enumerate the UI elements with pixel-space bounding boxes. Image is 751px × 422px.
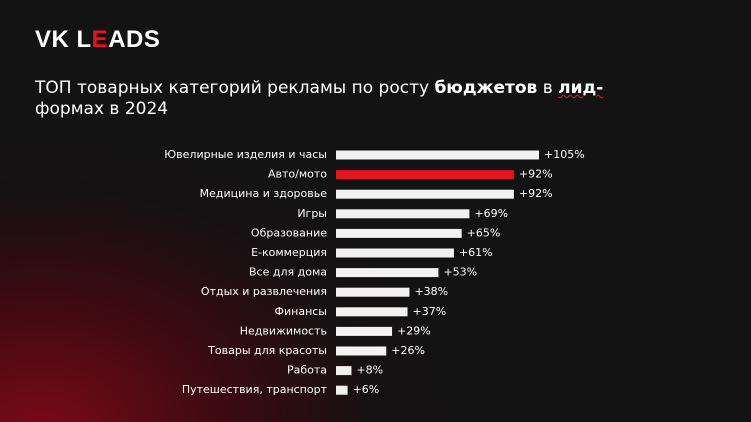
bar [336,170,514,180]
logo-part: E [91,26,109,53]
category-label: Медицина и здоровье [200,187,328,200]
value-label: +69% [474,207,508,220]
bar [336,307,408,317]
category-label: E-коммерция [251,246,327,259]
category-label: Финансы [275,305,327,318]
value-label: +61% [459,246,493,259]
bar [336,189,514,199]
category-label: Товары для красоты [207,344,327,357]
title-part: бюджетов [434,78,538,98]
title-part: ТОП товарных категорий рекламы по росту [35,78,435,98]
bar [336,209,470,219]
value-label: +92% [519,187,553,200]
logo: VK LEADS [35,26,160,54]
value-label: +53% [443,266,477,279]
bar [336,326,393,336]
title-part: лид- [558,78,604,98]
logo-part: VK L [35,26,92,53]
bar [336,228,462,238]
category-label: Отдых и развлечения [201,285,327,298]
category-label: Путешествия, транспорт [182,383,328,396]
logo-part: ADS [108,26,161,53]
value-label: +92% [519,168,553,181]
value-label: +38% [414,285,448,298]
bar [336,150,539,160]
bar [336,366,352,376]
value-label: +105% [544,148,585,161]
category-label: Все для дома [249,266,327,279]
bar [336,287,410,297]
category-label: Ювелирные изделия и часы [164,148,327,161]
category-label: Недвижимость [240,324,327,337]
chart-title: ТОП товарных категорий рекламы по росту … [35,78,675,120]
bar [336,248,454,258]
value-label: +37% [413,305,447,318]
bar [336,385,348,395]
value-label: +65% [467,226,501,239]
value-label: +8% [356,364,383,377]
bar [336,346,387,356]
category-label: Игры [297,207,327,220]
value-label: +6% [353,383,380,396]
title-part: в [537,78,559,98]
category-label: Образование [251,226,327,239]
bar [336,268,439,278]
value-label: +29% [397,324,431,337]
title-part: формах в 2024 [35,99,169,119]
value-label: +26% [391,344,425,357]
category-label: Авто/мото [268,168,327,181]
category-label: Работа [287,364,327,377]
